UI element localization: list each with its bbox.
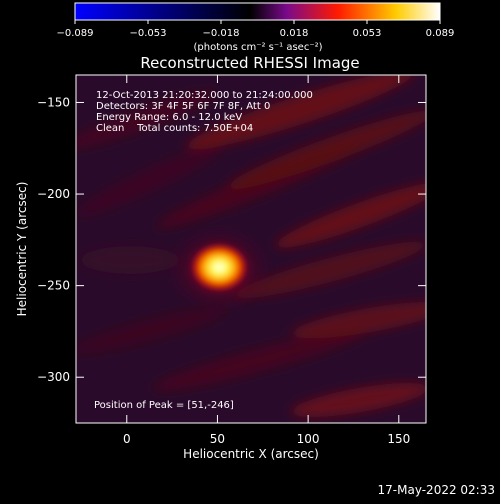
annotation-energy: Energy Range: 6.0 - 12.0 keV [96, 112, 242, 123]
colorbar-tick-label-0: −0.089 [56, 28, 93, 39]
background-noise [76, 75, 426, 417]
annotations: 12-Oct-2013 21:20:32.000 to 21:24:00.000… [94, 90, 313, 411]
colorbar-tick-label-5: 0.089 [426, 28, 455, 39]
footer-date: 17-May-2022 02:33 [378, 483, 495, 497]
y-tick-label-0: −150 [37, 95, 70, 109]
chart-title: Reconstructed RHESSI Image [140, 54, 359, 72]
y-tick-label-1: −200 [37, 187, 70, 201]
annotation-time: 12-Oct-2013 21:20:32.000 to 21:24:00.000 [96, 90, 313, 101]
annotation-peak: Position of Peak = [51,-246] [94, 400, 234, 411]
annotation-clean: Clean Total counts: 7.50E+04 [96, 123, 253, 134]
colorbar-tick-label-4: 0.053 [353, 28, 382, 39]
x-tick-label-1: 50 [210, 432, 225, 446]
colorbar-tick-label-3: 0.018 [280, 28, 309, 39]
x-tick-label-0: 0 [123, 432, 131, 446]
x-tick-label-3: 150 [387, 432, 410, 446]
y-axis-label: Heliocentric Y (arcsec) [15, 182, 29, 317]
x-tick-label-2: 100 [297, 432, 320, 446]
y-tick-label-3: −300 [37, 370, 70, 384]
colorbar-tick-label-2: −0.018 [202, 28, 239, 39]
colorbar: −0.089 −0.053 −0.018 0.018 0.053 0.089 (photo… [56, 2, 455, 53]
y-tick-label-2: −250 [37, 279, 70, 293]
annotation-detectors: Detectors: 3F 4F 5F 6F 7F 8F, Att 0 [96, 101, 270, 112]
plot-frame [75, 74, 427, 424]
colorbar-tick-label-1: −0.053 [129, 28, 166, 39]
x-axis-label: Heliocentric X (arcsec) [183, 447, 319, 461]
peak-source [189, 242, 250, 293]
image-area [76, 75, 426, 423]
axes: 0 50 100 150 −150 −200 −250 −300 [37, 75, 426, 446]
colorbar-unit-label: (photons cm⁻² s⁻¹ asec⁻²) [193, 42, 322, 53]
